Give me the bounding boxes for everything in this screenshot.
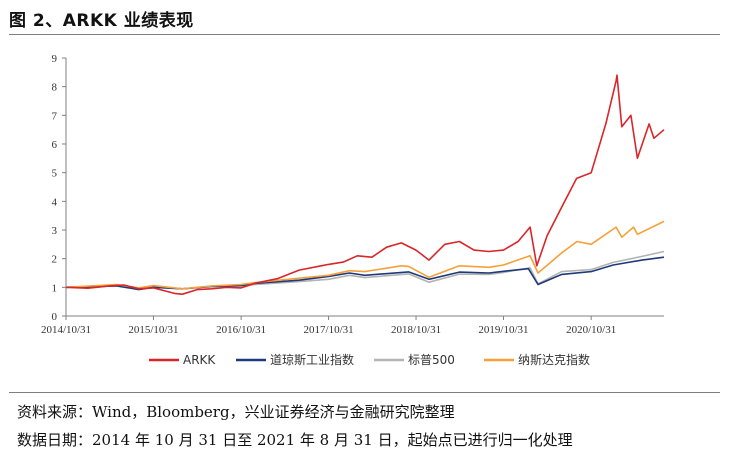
line-chart: 0 1 2 3 4 5 6 7 8 9 2014/10/31 2015/10/31 2016/10/31… (41, 53, 665, 367)
series-line (65, 256, 665, 291)
y-tick-label: 5 (52, 168, 58, 180)
x-tick-label: 2014/10/31 (41, 324, 91, 336)
top-rule (9, 34, 720, 35)
chart-title: 图 2、ARKK 业绩表现 (9, 11, 194, 31)
x-tick-label: 2018/10/31 (391, 324, 441, 336)
y-tick-label: 6 (52, 139, 58, 151)
y-tick-label: 1 (52, 282, 58, 294)
y-tick-label: 2 (52, 254, 58, 266)
y-tick-label: 3 (52, 225, 58, 237)
x-tick-label: 2015/10/31 (128, 324, 178, 336)
legend-label: 纳斯达克指数 (518, 352, 590, 367)
bottom-rule (9, 392, 720, 393)
legend-label: 道琼斯工业指数 (270, 352, 354, 367)
x-tick-label: 2020/10/31 (566, 324, 616, 336)
date-note: 数据日期：2014 年 10 月 31 日至 2021 年 8 月 31 日，起… (17, 431, 573, 449)
legend-label: 标普500 (408, 353, 455, 367)
y-tick-label: 4 (52, 196, 58, 208)
legend-label: ARKK (183, 353, 216, 367)
y-tick-label: 7 (52, 110, 58, 122)
x-tick-label: 2019/10/31 (478, 324, 528, 336)
source-note: 资料来源：Wind，Bloomberg，兴业证券经济与金融研究院整理 (17, 403, 455, 421)
series-line (65, 220, 665, 290)
y-tick-label: 9 (52, 53, 58, 65)
x-tick-label: 2016/10/31 (216, 324, 266, 336)
x-tick-label: 2017/10/31 (304, 324, 354, 336)
series-line (65, 74, 665, 295)
y-tick-label: 8 (52, 82, 58, 94)
y-tick-label: 0 (52, 311, 58, 323)
